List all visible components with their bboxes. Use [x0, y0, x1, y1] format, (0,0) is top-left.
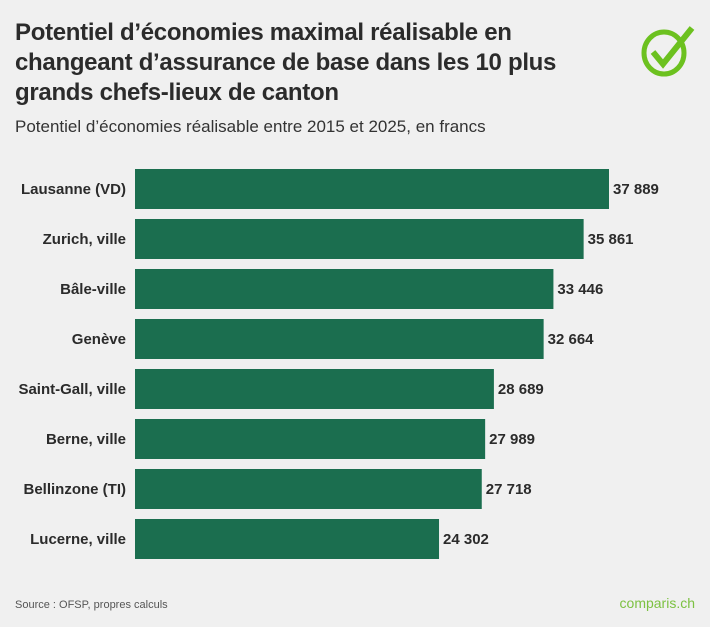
category-label: Lausanne (VD) — [21, 181, 126, 198]
value-label: 24 302 — [443, 531, 489, 548]
bar — [135, 169, 609, 209]
value-label: 27 718 — [486, 481, 532, 498]
brand-logo: comparis.ch — [619, 595, 695, 611]
category-label: Lucerne, ville — [30, 531, 126, 548]
chart-subtitle: Potentiel d’économies réalisable entre 2… — [15, 117, 486, 136]
value-label: 33 446 — [557, 281, 603, 298]
value-label: 37 889 — [613, 181, 659, 198]
source-note: Source : OFSP, propres calculs — [15, 599, 168, 611]
bar — [135, 269, 554, 309]
bar — [135, 469, 482, 509]
bar — [135, 519, 440, 559]
bar-chart: Lausanne (VD) 37 889 Zurich, ville 35 861 Bâ… — [18, 169, 659, 559]
category-label: Bellinzone (TI) — [24, 481, 127, 498]
category-label: Berne, ville — [46, 431, 126, 448]
category-label: Genève — [72, 331, 126, 348]
value-label: 35 861 — [588, 231, 634, 248]
chart-title: Potentiel d’économies maximal réalisable… — [15, 19, 557, 106]
category-label: Bâle-ville — [60, 281, 126, 298]
bar — [135, 219, 584, 259]
value-label: 28 689 — [498, 381, 544, 398]
value-label: 32 664 — [548, 331, 595, 348]
value-label: 27 989 — [489, 431, 535, 448]
green-checkmark-circle-icon — [641, 26, 695, 77]
category-label: Zurich, ville — [43, 231, 126, 248]
bar — [135, 369, 494, 409]
bar — [135, 319, 544, 359]
bar — [135, 419, 486, 459]
category-label: Saint-Gall, ville — [18, 381, 126, 398]
